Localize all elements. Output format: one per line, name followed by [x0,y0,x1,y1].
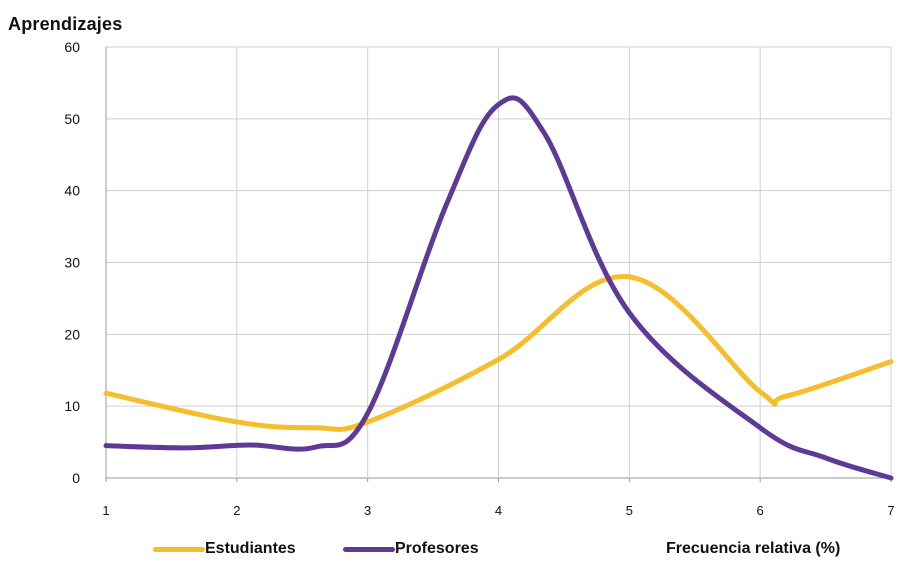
x-tick-label-5: 5 [626,503,633,518]
legend-label-profesores: Profesores [395,540,479,557]
series-layer [103,95,894,481]
x-axis-title: Frecuencia relativa (%) [666,540,841,557]
y-tick-label-50: 50 [64,111,80,127]
y-tick-label-30: 30 [64,255,80,271]
x-tick-label-7: 7 [887,503,894,518]
legend-label-estudiantes: Estudiantes [205,540,296,557]
x-tick-label-2: 2 [233,503,240,518]
legend-swatch-estudiantes [153,546,205,552]
x-tick-label-6: 6 [757,503,764,518]
y-tick-label-20: 20 [64,326,80,342]
tick-layer: 0 10 20 30 40 50 60 1 2 3 4 5 6 7 [64,39,894,518]
y-tick-label-10: 10 [64,398,80,414]
y-tick-label-60: 60 [64,39,80,55]
legend-item-profesores: Profesores [343,540,479,558]
series-line-estudiantes [103,274,894,432]
y-tick-label-0: 0 [72,470,80,486]
grid-layer [105,46,892,482]
y-tick-label-40: 40 [64,183,80,199]
legend-swatch-profesores [343,546,395,552]
x-tick-label-3: 3 [364,503,371,518]
x-tick-label-1: 1 [102,503,109,518]
series-line-profesores [103,95,894,481]
x-tick-label-4: 4 [495,503,502,518]
chart-title: Aprendizajes [8,14,123,34]
legend-item-estudiantes: Estudiantes [153,540,296,558]
